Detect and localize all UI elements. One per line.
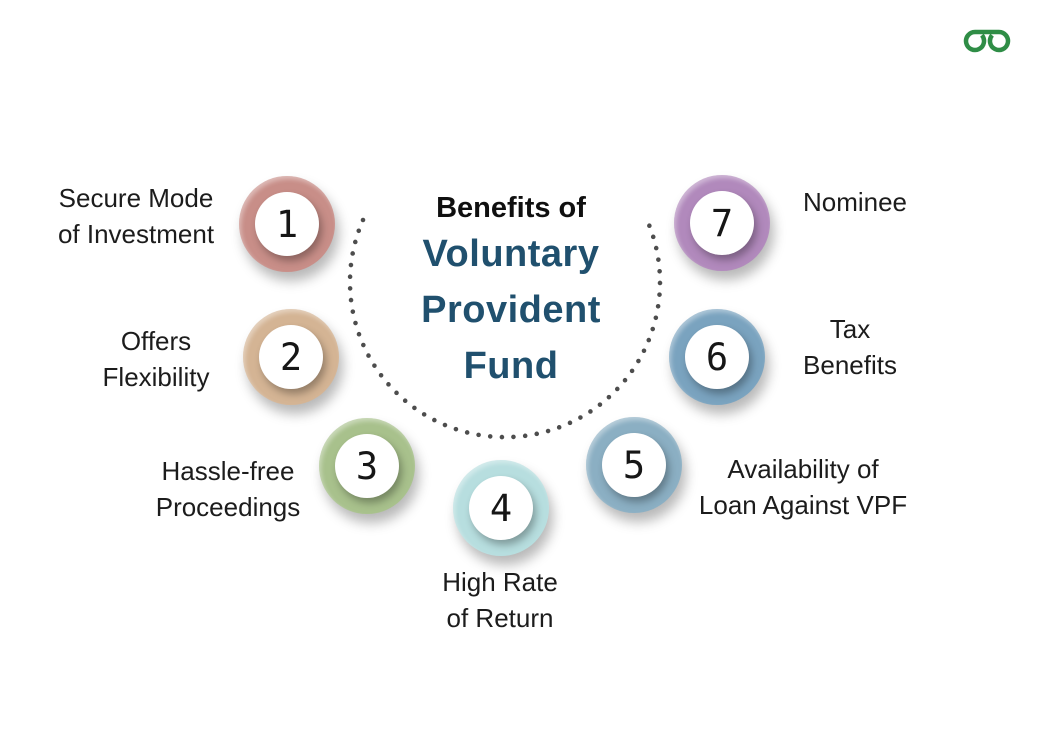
label-line: Flexibility: [102, 362, 210, 392]
label-line: Offers: [120, 326, 192, 356]
benefit-circle-1: 1: [239, 176, 335, 272]
circle-number: 1: [275, 202, 299, 246]
label-line: High Rate: [442, 567, 558, 597]
benefit-label-5: Availability of Loan Against VPF: [699, 451, 907, 523]
benefit-circle-7: 7: [674, 175, 770, 271]
benefit-circle-2: 2: [243, 309, 339, 405]
circle-number: 7: [710, 201, 734, 245]
label-line: Proceedings: [155, 492, 301, 522]
circle-number: 3: [355, 444, 379, 488]
title-block: Benefits of Voluntary Provident Fund: [421, 190, 601, 394]
title-line-1: Voluntary: [422, 233, 600, 275]
benefit-label-3: Hassle-free Proceedings: [156, 453, 301, 525]
label-line: Benefits: [803, 350, 897, 380]
benefit-label-4: High Rate of Return: [442, 564, 558, 636]
label-line: Loan Against VPF: [698, 490, 908, 520]
label-line: Secure Mode: [58, 183, 214, 213]
benefit-label-6: Tax Benefits: [803, 311, 897, 383]
benefit-circle-4: 4: [453, 460, 549, 556]
circle-number-badge: 7: [690, 191, 754, 255]
circle-number-badge: 2: [259, 325, 323, 389]
circle-number: 5: [622, 443, 646, 487]
benefit-label-2: Offers Flexibility: [103, 323, 210, 395]
title-line-2: Provident: [421, 289, 601, 331]
label-line: Hassle-free: [161, 456, 295, 486]
circle-number: 2: [279, 335, 303, 379]
geeksforgeeks-logo-icon: [963, 29, 1011, 53]
circle-number: 4: [489, 486, 513, 530]
circle-number-badge: 5: [602, 433, 666, 497]
label-line: Tax: [829, 314, 871, 344]
circle-number-badge: 4: [469, 476, 533, 540]
benefit-label-1: Secure Mode of Investment: [58, 180, 214, 252]
title-line-3: Fund: [463, 345, 559, 387]
logo-strokes: [963, 29, 1011, 53]
title-prefix: Benefits of: [436, 192, 586, 224]
circle-number-badge: 1: [255, 192, 319, 256]
label-line: Availability of: [727, 454, 879, 484]
circle-number-badge: 6: [685, 325, 749, 389]
label-line: Nominee: [802, 187, 908, 217]
label-line: of Investment: [57, 219, 215, 249]
benefit-label-7: Nominee: [803, 184, 907, 220]
circle-number: 6: [705, 335, 729, 379]
circle-number-badge: 3: [335, 434, 399, 498]
benefit-circle-5: 5: [586, 417, 682, 513]
benefit-circle-6: 6: [669, 309, 765, 405]
label-line: of Return: [446, 603, 554, 633]
benefit-circle-3: 3: [319, 418, 415, 514]
